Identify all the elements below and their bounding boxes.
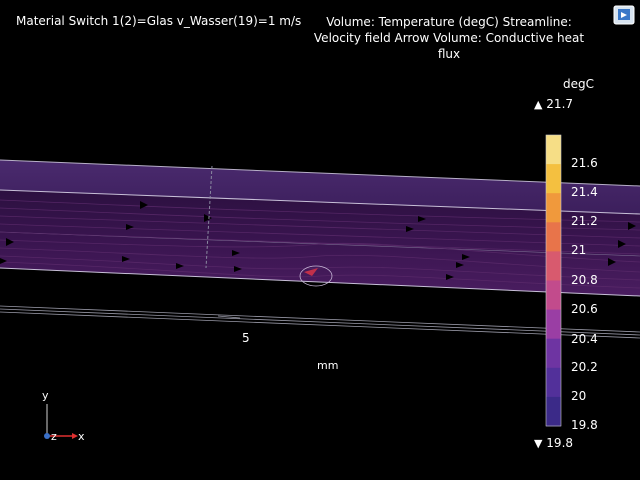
colorbar-max-value: 21.7 bbox=[546, 97, 574, 111]
axis-unit-label: mm bbox=[317, 359, 339, 372]
grid-lines bbox=[0, 305, 640, 339]
heat-flux-arrow bbox=[304, 268, 318, 276]
colorbar-tick-label: 20.4 bbox=[571, 332, 598, 346]
channel-edge-bottom bbox=[0, 267, 640, 297]
colorbar-tick-label: 21 bbox=[571, 243, 587, 257]
colorbar bbox=[545, 134, 562, 427]
channel-edge-wall bbox=[0, 189, 640, 215]
colorbar-min: ▼ 19.8 bbox=[534, 436, 573, 450]
colorbar-segment bbox=[546, 367, 561, 398]
colorbar-segment bbox=[546, 338, 561, 369]
triad-z-label: z bbox=[51, 430, 57, 443]
axis-tick-label: 5 bbox=[242, 331, 250, 345]
slice-marker bbox=[205, 165, 213, 269]
triad-y-label: y bbox=[42, 389, 49, 402]
channel-edge-top bbox=[0, 159, 640, 187]
colorbar-tick-label: 20.8 bbox=[571, 273, 598, 287]
coordinate-triad bbox=[44, 404, 78, 439]
colorbar-unit: degC bbox=[563, 77, 594, 91]
heat-source-marker bbox=[299, 265, 333, 287]
colorbar-segment bbox=[546, 251, 561, 281]
colorbar-max: ▲ 21.7 bbox=[534, 97, 573, 111]
colorbar-segment bbox=[546, 309, 561, 340]
colorbar-frame bbox=[545, 134, 562, 427]
colorbar-segment bbox=[546, 193, 561, 223]
plot-description: Volume: Temperature (degC) Streamline: V… bbox=[313, 15, 585, 61]
colorbar-segment bbox=[546, 135, 561, 165]
colorbar-tick-label: 21.6 bbox=[571, 156, 598, 170]
app-logo-icon[interactable] bbox=[613, 5, 635, 25]
colorbar-min-value: 19.8 bbox=[546, 436, 574, 450]
colorbar-segment bbox=[546, 164, 561, 194]
colorbar-segment bbox=[546, 280, 561, 311]
study-title: Material Switch 1(2)=Glas v_Wasser(19)=1… bbox=[16, 14, 302, 28]
triangle-up-icon: ▲ bbox=[534, 98, 543, 111]
colorbar-tick-label: 20.6 bbox=[571, 302, 598, 316]
colorbar-tick-label: 20.2 bbox=[571, 360, 598, 374]
colorbar-tick-label: 21.4 bbox=[571, 185, 598, 199]
colorbar-segment bbox=[546, 222, 561, 252]
velocity-arrows bbox=[0, 201, 636, 280]
colorbar-segment bbox=[546, 396, 561, 427]
colorbar-tick-label: 19.8 bbox=[571, 418, 598, 432]
triad-x-label: x bbox=[78, 430, 85, 443]
colorbar-tick-label: 20 bbox=[571, 389, 587, 403]
colorbar-tick-label: 21.2 bbox=[571, 214, 598, 228]
triangle-down-icon: ▼ bbox=[534, 437, 543, 450]
channel-upper-wall bbox=[0, 160, 640, 214]
